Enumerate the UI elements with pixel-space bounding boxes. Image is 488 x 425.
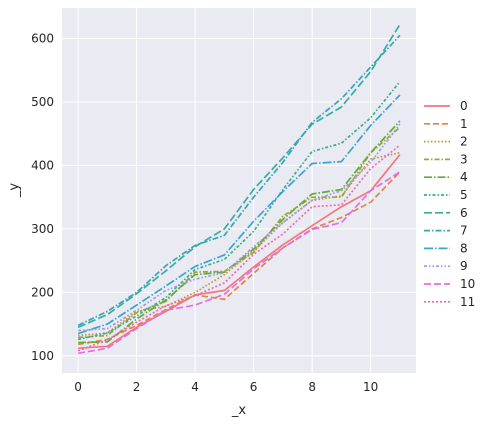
x-axis-label: _x (231, 403, 247, 418)
series-layer (77, 24, 401, 355)
y-tick-label: 300 (31, 222, 54, 236)
series-line-10 (77, 171, 401, 355)
series-line-2 (78, 151, 401, 337)
series-line-3 (78, 126, 401, 339)
series-line-0 (78, 154, 401, 350)
series-line-4 (78, 120, 401, 344)
series-line-1 (77, 171, 401, 346)
x-axis-ticks: 0 2 4 6 8 10 (74, 380, 378, 394)
legend-label: 9 (460, 259, 468, 273)
y-tick-label: 500 (31, 95, 54, 109)
y-tick-label: 400 (31, 158, 54, 172)
series-line-9 (78, 123, 401, 332)
legend-label: 2 (460, 135, 468, 149)
series-line-6 (77, 24, 401, 329)
legend-label: 1 (460, 117, 468, 131)
legend-label: 5 (460, 188, 468, 202)
legend-label: 0 (460, 99, 468, 113)
series-line-8 (77, 94, 401, 335)
y-axis-label: _y (7, 183, 22, 199)
x-tick-label: 4 (191, 380, 199, 394)
x-tick-label: 10 (363, 380, 378, 394)
y-tick-label: 100 (31, 349, 54, 363)
legend-label: 6 (460, 206, 468, 220)
legend-label: 4 (460, 170, 468, 184)
legend: 0 1 2 3 4 5 6 7 8 9 10 11 (424, 99, 475, 309)
x-tick-label: 0 (74, 380, 82, 394)
y-tick-label: 200 (31, 285, 54, 299)
legend-label: 7 (460, 224, 468, 238)
x-tick-label: 6 (250, 380, 258, 394)
x-tick-label: 2 (133, 380, 141, 394)
plot-background (62, 8, 416, 373)
legend-label: 3 (460, 152, 468, 166)
legend-label: 10 (460, 277, 475, 291)
series-line-7 (77, 34, 401, 327)
legend-label: 11 (460, 295, 475, 309)
series-line-5 (77, 81, 401, 341)
x-tick-label: 8 (308, 380, 316, 394)
y-tick-label: 600 (31, 31, 54, 45)
y-axis-ticks: 100 200 300 400 500 600 (31, 31, 54, 362)
legend-label: 8 (460, 241, 468, 255)
grid (62, 8, 416, 373)
